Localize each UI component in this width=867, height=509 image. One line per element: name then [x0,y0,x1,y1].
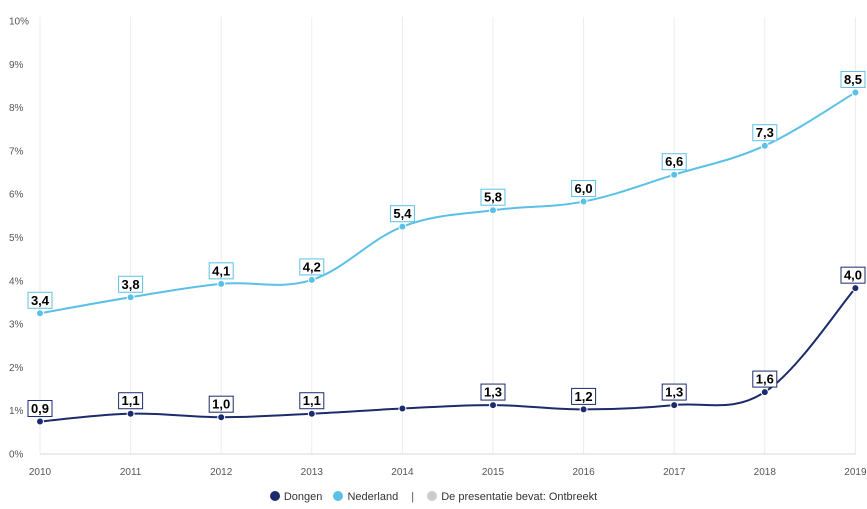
data-label-dongen: 1,6 [756,372,774,387]
data-label-box-dongen [27,400,53,418]
legend-label-dongen: Dongen [283,491,323,503]
data-point-nederland[interactable] [307,275,316,284]
x-tick-label: 2010 [29,467,52,478]
x-tick-label: 2017 [663,467,686,478]
data-label-nederland: 3,8 [122,277,140,292]
legend-item-nederland[interactable]: Nederland [333,491,398,503]
data-point-dongen[interactable] [851,284,860,293]
data-label-box-nederland [118,275,144,293]
data-point-dongen[interactable] [579,405,588,414]
legend-item-dongen[interactable]: Dongen [269,491,323,503]
series-line-nederland [39,91,856,315]
data-label-nederland: 5,4 [393,206,412,221]
data-label-box-nederland [840,70,866,88]
y-axis: 0% 1% 2% 3% 4% 5% 6% 7% 8% 9% 10% [9,17,29,461]
legend-marker-nederland [333,491,344,501]
x-tick-label: 2012 [210,467,233,478]
data-label-nederland: 3,4 [31,293,50,308]
grid-lines [39,17,856,455]
y-tick-label: 8% [9,103,24,114]
data-label-nederland: 5,8 [484,190,502,205]
data-point-dongen[interactable] [398,404,407,413]
x-tick-label: 2013 [301,467,324,478]
data-label-box-nederland [480,188,506,206]
y-tick-label: 3% [9,320,24,331]
y-tick-label: 2% [9,363,24,374]
x-tick-label: 2018 [754,467,777,478]
data-labels: 0,9 1,1 1,0 1,1 1,3 1,2 1,3 1,6 4,0 3,4 3,8 4,1 4,2 5… [27,70,866,418]
data-label-box-dongen [208,395,234,413]
data-point-dongen[interactable] [489,401,497,410]
data-point-dongen[interactable] [760,388,769,397]
data-point-nederland[interactable] [760,141,769,150]
data-label-nederland: 6,0 [575,181,593,196]
series-group [36,88,860,426]
data-label-nederland: 4,1 [212,263,230,278]
data-label-box-dongen [118,392,144,410]
data-label-dongen: 0,9 [31,401,49,416]
data-label-box-nederland [661,153,687,171]
y-tick-label: 4% [9,276,24,287]
data-point-nederland[interactable] [670,170,679,179]
legend-marker-dongen [269,491,280,501]
data-label-box-nederland [208,262,234,280]
data-label-nederland: 7,3 [756,125,774,140]
legend-label-nederland: Nederland [347,491,399,503]
data-point-nederland[interactable] [398,222,407,231]
x-tick-label: 2015 [482,467,505,478]
legend-marker-missing [427,491,438,501]
data-label-dongen: 1,3 [484,385,502,400]
data-label-box-nederland [389,205,415,223]
data-label-nederland: 4,2 [303,259,321,274]
data-label-dongen: 1,1 [122,393,140,408]
data-label-box-dongen [752,370,778,388]
y-tick-label: 5% [9,233,24,244]
legend-separator: | [411,491,415,503]
series-line-dongen [39,287,857,423]
data-point-nederland[interactable] [217,279,226,288]
legend: Dongen Nederland | De presentatie bevat:… [0,491,867,503]
data-point-dongen[interactable] [217,413,226,422]
data-label-nederland: 8,5 [844,72,862,87]
data-label-box-dongen [480,383,506,401]
data-point-dongen[interactable] [36,417,44,426]
data-label-box-dongen [299,392,325,410]
data-point-nederland[interactable] [579,197,588,206]
y-tick-label: 9% [9,60,24,71]
data-label-box-dongen [571,387,597,405]
data-label-box-dongen [661,383,687,401]
x-tick-label: 2016 [572,467,595,478]
y-tick-label: 1% [9,406,24,417]
data-label-dongen: 1,0 [212,397,230,412]
y-tick-label: 6% [9,190,24,201]
x-tick-label: 2019 [844,467,867,478]
x-tick-label: 2011 [120,467,142,478]
y-tick-label: 10% [9,17,29,28]
y-tick-label: 7% [9,146,24,157]
data-point-nederland[interactable] [36,309,44,318]
data-label-nederland: 6,6 [665,154,683,169]
data-label-box-nederland [752,124,778,142]
data-point-nederland[interactable] [489,206,497,215]
data-point-dongen[interactable] [126,409,135,418]
legend-label-missing: De presentatie bevat: Ontbreekt [441,491,598,503]
data-label-dongen: 1,3 [665,385,683,400]
data-label-box-nederland [27,291,53,309]
data-point-nederland[interactable] [851,88,860,97]
data-point-dongen[interactable] [307,409,316,418]
legend-item-missing: De presentatie bevat: Ontbreekt [427,491,597,503]
x-axis: 2010 2011 2012 2013 2014 2015 2016 2017 2018 2019 [29,467,867,478]
data-label-dongen: 1,2 [575,389,593,404]
data-point-nederland[interactable] [126,293,135,302]
y-tick-label: 0% [9,450,24,461]
data-label-box-nederland [571,180,597,198]
data-point-dongen[interactable] [670,401,679,410]
data-label-box-dongen [840,266,866,284]
data-label-dongen: 4,0 [844,268,862,283]
data-label-dongen: 1,1 [303,393,321,408]
data-label-box-nederland [299,258,325,276]
x-tick-label: 2014 [391,467,414,478]
